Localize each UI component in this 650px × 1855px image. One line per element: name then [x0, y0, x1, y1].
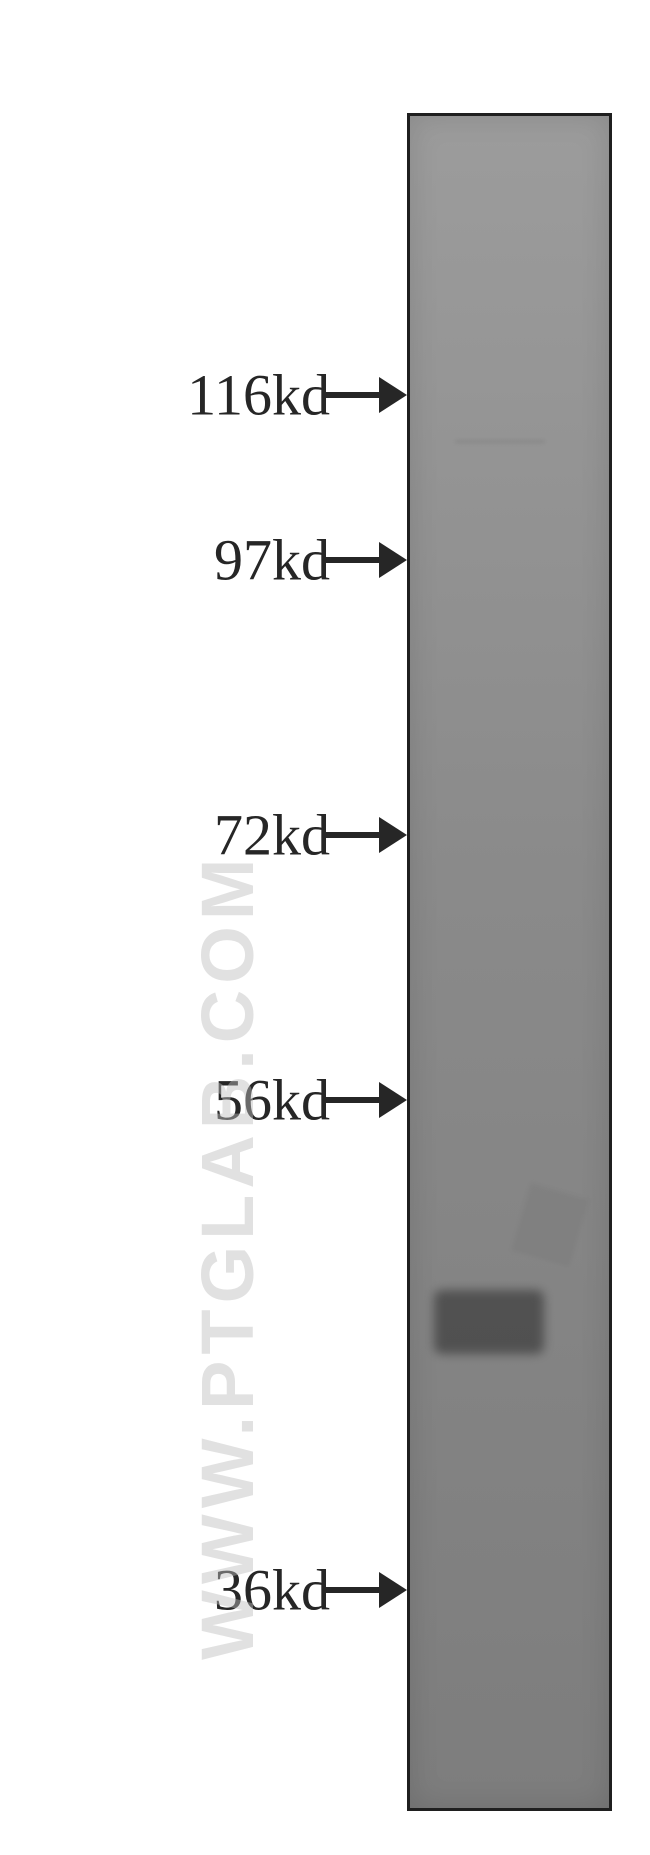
marker-label: 72kd [214, 802, 330, 869]
marker-label: 56kd [214, 1067, 330, 1134]
arrow-icon [325, 542, 407, 578]
marker-label: 116kd [187, 362, 330, 429]
marker-label: 36kd [214, 1557, 330, 1624]
blot-canvas: 116kd97kd72kd56kd36kd WWW.PTGLAB.COM [0, 0, 650, 1855]
arrow-icon [325, 1572, 407, 1608]
arrow-icon [325, 817, 407, 853]
protein-band [434, 1290, 544, 1354]
arrow-icon [325, 377, 407, 413]
arrow-icon [325, 1082, 407, 1118]
marker-label: 97kd [214, 527, 330, 594]
faint-mark [455, 440, 545, 443]
blot-lane [407, 113, 612, 1811]
